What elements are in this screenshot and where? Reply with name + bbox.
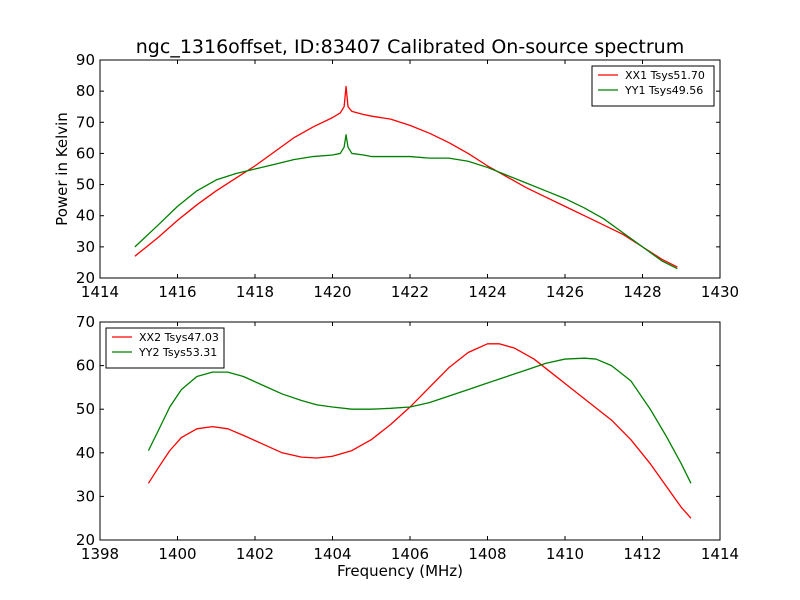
- legend-label: XX2 Tsys47.03: [139, 331, 219, 344]
- series-line-1-1: [147, 357, 692, 484]
- legend-box: [105, 327, 225, 369]
- y-tick-label: 40: [76, 444, 95, 462]
- legend-label: YY2 Tsys53.31: [138, 346, 217, 359]
- y-tick-label: 40: [76, 207, 95, 225]
- y-tick-label: 60: [76, 357, 95, 375]
- x-tick-label: 1402: [236, 545, 274, 563]
- y-tick-label: 20: [76, 269, 95, 287]
- legend-0: XX1 Tsys51.70 YY1 Tsys49.56: [591, 65, 715, 107]
- x-tick-label: 1400: [158, 545, 196, 563]
- x-tick-label: 1426: [546, 283, 584, 301]
- x-tick-label: 1420: [313, 283, 351, 301]
- x-tick-label: 1398: [81, 545, 119, 563]
- y-tick-label: 20: [76, 531, 95, 549]
- legend-label: YY1 Tsys49.56: [624, 84, 703, 97]
- y-tick-label: 70: [76, 313, 95, 331]
- top-subplot: 1414 1416 1418 1420 1422 1424 1426 1428 1430 20 30…: [53, 51, 739, 301]
- x-tick-label: 1408: [468, 545, 506, 563]
- x-tick-label: 1422: [391, 283, 429, 301]
- x-tick-label: 1406: [391, 545, 429, 563]
- x-tick-label: 1414: [81, 283, 119, 301]
- chart-title: ngc_1316offset, ID:83407 Calibrated On-s…: [136, 36, 684, 58]
- x-tick-label: 1414: [701, 545, 739, 563]
- x-tick-label: 1424: [468, 283, 506, 301]
- series-line-0-1: [134, 134, 678, 270]
- x-tick-label: 1412: [623, 545, 661, 563]
- y-tick-label: 30: [76, 238, 95, 256]
- x-tick-label: 1404: [313, 545, 351, 563]
- y-tick-label: 70: [76, 113, 95, 131]
- x-axis-label: Frequency (MHz): [337, 562, 463, 580]
- y-tick-label: 50: [76, 176, 95, 194]
- y-tick-label: 30: [76, 487, 95, 505]
- y-tick-label: 60: [76, 144, 95, 162]
- bottom-subplot: 1398 1400 1402 1404 1406 1408 1410 1412 1414 20 30…: [76, 313, 739, 580]
- series-line-0-0: [134, 85, 678, 268]
- x-tick-label: 1416: [158, 283, 196, 301]
- y-axis-label: Power in Kelvin: [53, 112, 71, 226]
- y-tick-label: 80: [76, 82, 95, 100]
- legend-1: XX2 Tsys47.03 YY2 Tsys53.31: [105, 327, 225, 369]
- x-tick-label: 1418: [236, 283, 274, 301]
- x-tick-label: 1410: [546, 545, 584, 563]
- legend-box: [591, 65, 715, 107]
- legend-label: XX1 Tsys51.70: [625, 69, 705, 82]
- y-tick-label: 50: [76, 400, 95, 418]
- y-tick-label: 90: [76, 51, 95, 69]
- x-tick-label: 1428: [623, 283, 661, 301]
- x-tick-label: 1430: [701, 283, 739, 301]
